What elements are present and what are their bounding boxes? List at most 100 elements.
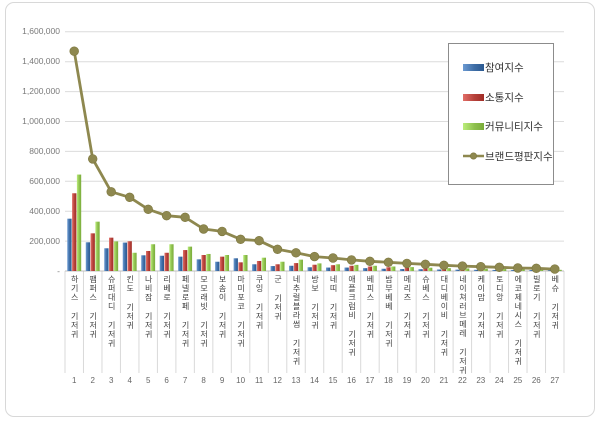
category-label: 킨도 기저귀 (125, 275, 135, 330)
rank-label: 22 (457, 376, 467, 385)
y-tick-label: 1,600,000 (22, 26, 60, 37)
bar-참여지수 (492, 269, 497, 271)
bar-커뮤니티지수 (280, 261, 285, 271)
legend-label: 소통지수 (485, 91, 524, 104)
bar-소통지수 (386, 267, 391, 271)
bar-소통지수 (238, 262, 243, 271)
category-label: 방보 기저귀 (310, 275, 320, 330)
rank-label: 1 (71, 376, 77, 385)
legend-bar-swatch-icon (463, 93, 484, 101)
category-label: 빌로기 기저귀 (532, 275, 542, 339)
line-marker (550, 264, 560, 274)
rank-label: 26 (531, 376, 541, 385)
bar-참여지수 (233, 258, 238, 271)
legend-label: 브랜드평판지수 (485, 150, 553, 163)
category-label: 쿠잉 기저귀 (255, 275, 265, 330)
category-label: 페넬로페 기저귀 (181, 275, 191, 348)
bar-참여지수 (67, 218, 72, 272)
bar-소통지수 (109, 237, 114, 271)
bar-커뮤니티지수 (391, 266, 396, 271)
bar-참여지수 (252, 264, 257, 271)
bar-커뮤니티지수 (132, 252, 137, 271)
bar-커뮤니티지수 (187, 246, 193, 271)
legend-item: 커뮤니티지수 (463, 119, 553, 134)
y-tick-label: 200,000 (29, 235, 60, 246)
category-label: 하기스 기저귀 (70, 275, 80, 339)
line-marker (106, 187, 116, 197)
category-label: 슈퍼대디 기저귀 (107, 275, 117, 348)
rank-label: 8 (201, 376, 206, 385)
rank-label: 18 (383, 376, 393, 385)
rank-label: 2 (90, 376, 95, 385)
category-label: 나비잠 기저귀 (144, 275, 154, 339)
bar-커뮤니티지수 (501, 269, 507, 271)
category-label: 마미포코 기저귀 (236, 275, 246, 348)
rank-label: 12 (273, 376, 282, 385)
rank-label: 27 (550, 376, 560, 385)
bar-참여지수 (473, 269, 479, 271)
bar-참여지수 (159, 255, 164, 271)
line-marker (235, 234, 246, 245)
line-marker (124, 192, 135, 203)
line-marker (180, 212, 190, 223)
category-label: 메리즈 기저귀 (402, 275, 412, 339)
bar-커뮤니티지수 (354, 264, 359, 271)
bar-소통지수 (423, 268, 428, 271)
y-tick-label: 600,000 (29, 175, 60, 186)
rank-label: 24 (494, 376, 504, 385)
bar-소통지수 (404, 267, 410, 271)
bar-소통지수 (219, 256, 225, 271)
line-marker (87, 154, 98, 164)
y-tick-label: 1,200,000 (22, 86, 60, 97)
bar-커뮤니티지수 (538, 269, 544, 271)
category-label: 보솜이 기저귀 (218, 275, 228, 339)
rank-label: 17 (365, 376, 375, 385)
bar-참여지수 (510, 270, 516, 271)
bar-커뮤니티지수 (372, 265, 377, 271)
line-marker (198, 224, 209, 234)
line-marker (217, 226, 227, 237)
line-marker (439, 260, 449, 270)
rank-label: 13 (291, 376, 301, 385)
legend-item: 브랜드평판지수 (463, 149, 553, 164)
line-marker (161, 211, 172, 221)
y-tick-label: 800,000 (29, 145, 60, 156)
bar-소통지수 (127, 241, 132, 271)
legend-bar-swatch-icon (463, 64, 484, 72)
bar-소통지수 (330, 265, 336, 271)
category-label: 베피스 기저귀 (365, 275, 375, 339)
bar-참여지수 (104, 248, 109, 271)
category-label: 밤부베베 기저귀 (384, 275, 394, 348)
y-tick-label: 1,400,000 (22, 56, 60, 67)
bar-소통지수 (293, 263, 299, 271)
bar-소통지수 (72, 193, 77, 271)
category-label: 에코제네시스 기저귀 (513, 275, 523, 366)
y-tick-label: - (57, 265, 60, 276)
category-label: 네추럴블라썸 기저귀 (292, 275, 301, 366)
bar-소통지수 (90, 233, 95, 271)
bar-참여지수 (178, 256, 183, 271)
bar-참여지수 (455, 269, 460, 271)
legend-bar-swatch-icon (463, 123, 484, 131)
line-marker (494, 262, 504, 272)
legend-label: 참여지수 (485, 62, 524, 75)
category-label: 네이쳐러브메레 기저귀 (458, 275, 468, 375)
rank-label: 14 (310, 376, 319, 385)
bar-참여지수 (399, 269, 405, 271)
bar-참여지수 (362, 268, 368, 271)
bar-소통지수 (256, 260, 262, 271)
category-label: 팸퍼스 기저귀 (88, 275, 98, 339)
line-marker (402, 258, 412, 269)
bar-소통지수 (312, 264, 317, 271)
line-marker (328, 253, 338, 263)
rank-label: 3 (108, 376, 114, 385)
category-label: 베슈 기저귀 (550, 275, 560, 330)
legend-item: 소통지수 (463, 90, 553, 105)
line-marker (476, 262, 486, 272)
line-marker (383, 257, 394, 267)
bar-커뮤니티지수 (261, 257, 267, 271)
bar-참여지수 (289, 265, 294, 271)
bar-소통지수 (349, 265, 354, 271)
rank-label: 10 (236, 376, 246, 385)
